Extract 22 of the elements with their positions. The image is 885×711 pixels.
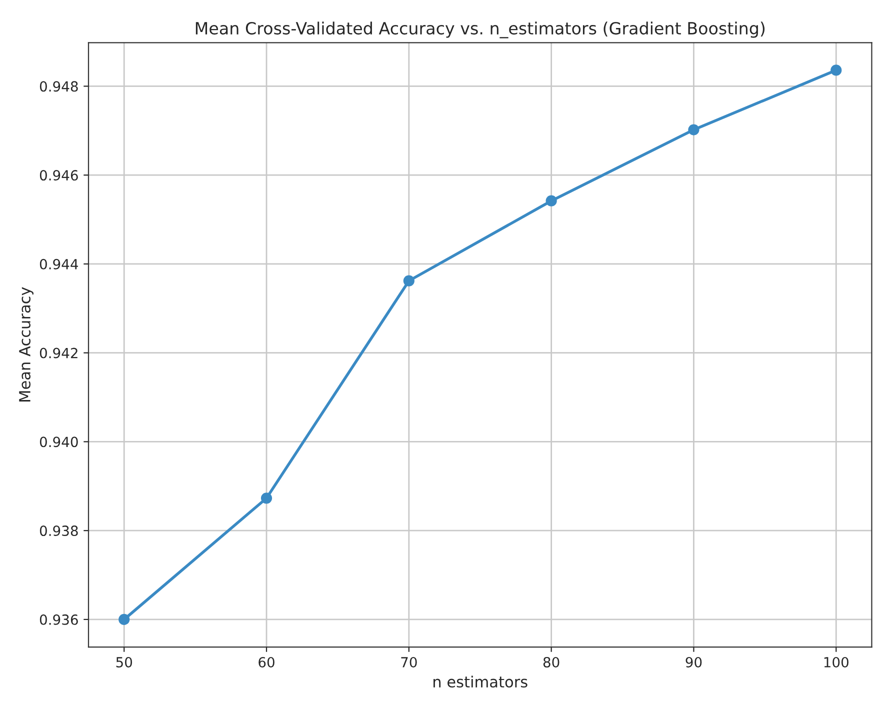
x-tick-label: 100 — [824, 656, 848, 668]
point — [260, 492, 272, 504]
chart-title: Mean Cross-Validated Accuracy vs. n_estimators (Gradient Boosting) — [196, 22, 765, 38]
x-axis-title: n estimators — [434, 676, 528, 688]
point — [118, 614, 130, 626]
y-axis-title: Mean Accuracy — [19, 287, 34, 402]
y-tick-label: 0.936 — [40, 614, 78, 625]
y-tick-label: 0.946 — [40, 170, 78, 181]
point — [546, 195, 557, 206]
y-tick-label: 0.940 — [40, 436, 78, 448]
x-tick-label: 80 — [543, 656, 560, 668]
y-tick-label: 0.938 — [40, 526, 78, 536]
x-tick-label: 60 — [258, 656, 274, 668]
y-tick-label: 0.944 — [40, 258, 78, 270]
x-tick-label: 90 — [686, 656, 702, 668]
x-tick-label: 50 — [116, 656, 132, 668]
y-tick-label: 0.948 — [40, 81, 78, 92]
point — [403, 275, 414, 286]
y-tick-label: 0.942 — [40, 348, 78, 358]
x-tick-label: 70 — [401, 656, 417, 668]
point — [830, 64, 842, 76]
point — [688, 124, 700, 136]
